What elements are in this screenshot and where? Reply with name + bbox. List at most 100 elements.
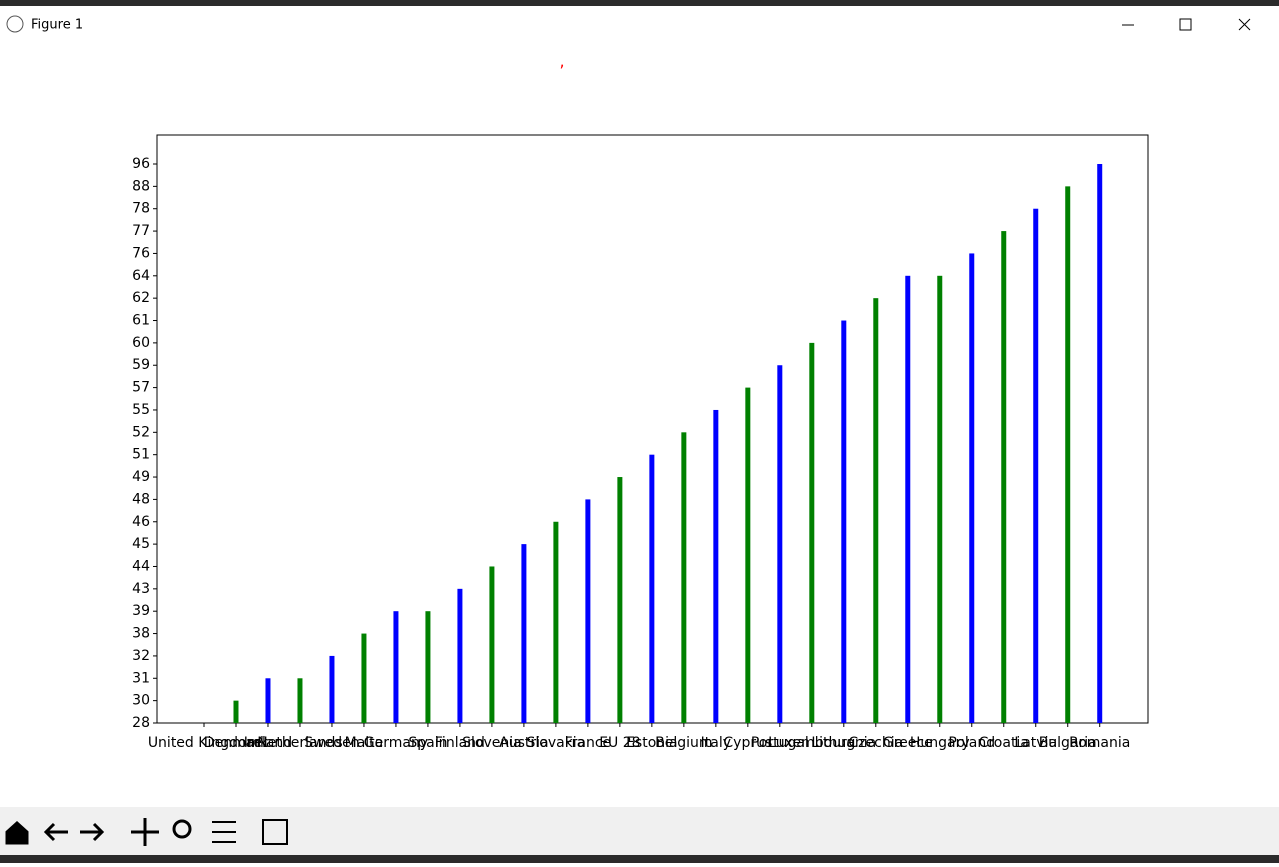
bar [873, 298, 879, 723]
bar [1001, 231, 1007, 723]
x-tick-label: EU 28 [599, 735, 640, 751]
bar [361, 633, 367, 723]
bar [265, 678, 271, 723]
forward-button[interactable] [80, 822, 105, 842]
window-title: Figure 1 [31, 18, 83, 33]
x-tick-label: Greece [883, 735, 933, 751]
x-tick-label: Malta [345, 735, 384, 751]
home-button[interactable] [5, 820, 29, 845]
y-tick-label: 55 [132, 402, 150, 418]
x-tick-label: Croatia [979, 735, 1029, 751]
x-tick-label: Finland [435, 735, 485, 751]
x-tick-label: Germany [364, 735, 428, 751]
y-tick-label: 64 [132, 268, 150, 284]
y-tick-label: 46 [132, 514, 150, 530]
bar [937, 275, 943, 723]
x-tick-label: Cyprus [723, 735, 772, 751]
y-tick-label: 31 [132, 670, 150, 686]
bar [489, 566, 495, 723]
bar [297, 678, 303, 723]
y-tick-label: 78 [132, 201, 150, 217]
save-button[interactable] [262, 819, 288, 845]
x-tick-label: Luxembourg [768, 735, 855, 751]
chart-title: , [559, 52, 564, 71]
x-tick-label: Ireland [244, 735, 292, 751]
y-tick-label: 62 [132, 290, 150, 306]
y-tick-label: 88 [132, 178, 150, 194]
bar [777, 365, 783, 723]
bar [521, 544, 527, 723]
bar [553, 521, 559, 723]
x-tick-label: Poland [948, 735, 995, 751]
x-tick-label: Slovakia [526, 735, 585, 751]
x-tick-label: Bulgaria [1039, 735, 1097, 751]
x-tick-label: France [565, 735, 612, 751]
x-tick-label: Lithuania [811, 735, 876, 751]
bar [713, 409, 719, 723]
x-tick-label: Estonia [626, 735, 678, 751]
y-tick-label: 49 [132, 469, 150, 485]
y-tick-label: 39 [132, 603, 150, 619]
bar [1033, 208, 1039, 724]
bar [649, 454, 655, 723]
y-tick-label: 28 [132, 715, 150, 731]
y-tick-label: 61 [132, 313, 150, 329]
bar [1097, 164, 1103, 723]
y-tick-label: 52 [132, 424, 150, 440]
bar [905, 275, 911, 723]
bar [393, 611, 399, 723]
bar [585, 499, 591, 723]
app-icon [6, 15, 24, 33]
y-tick-label: 30 [132, 693, 150, 709]
x-tick-label: United Kingdom [148, 735, 260, 751]
y-tick-label: 32 [132, 648, 150, 664]
bar [425, 611, 431, 723]
x-tick-label: Denmark [204, 735, 269, 751]
top-border [0, 0, 1279, 6]
bar [681, 432, 687, 723]
configure-button[interactable] [212, 821, 236, 843]
bottom-border [0, 855, 1279, 863]
x-tick-label: Belgium [655, 735, 712, 751]
title-bar [0, 6, 1279, 44]
bar [1065, 186, 1071, 724]
bar [809, 342, 815, 723]
y-tick-label: 76 [132, 245, 150, 261]
zoom-button[interactable] [172, 819, 192, 839]
y-tick-label: 96 [132, 156, 150, 172]
bar [745, 387, 751, 723]
bar [969, 253, 975, 723]
bar [233, 700, 239, 723]
x-tick-label: Italy [701, 735, 731, 751]
x-tick-label: Spain [408, 735, 447, 751]
x-tick-label: Portugal [751, 735, 809, 751]
x-tick-label: Hungary [910, 735, 970, 751]
y-tick-label: 44 [132, 558, 150, 574]
x-tick-label: Romania [1069, 735, 1130, 751]
pan-button[interactable] [131, 818, 159, 846]
x-tick-label: Sweden [304, 735, 359, 751]
maximize-button[interactable] [1179, 18, 1192, 31]
y-tick-label: 77 [132, 223, 150, 239]
x-tick-label: Austria [499, 735, 548, 751]
bar [329, 655, 335, 723]
x-tick-label: Latvia [1014, 735, 1057, 751]
y-tick-label: 45 [132, 536, 150, 552]
y-tick-label: 48 [132, 491, 150, 507]
back-button[interactable] [43, 822, 68, 842]
y-tick-label: 51 [132, 447, 150, 463]
x-tick-label: Czechia [848, 735, 903, 751]
x-tick-label: Netherlands [257, 735, 342, 751]
bar [617, 477, 623, 723]
bar [841, 320, 847, 723]
x-tick-label: Slovenia [462, 735, 522, 751]
y-tick-label: 59 [132, 357, 150, 373]
bar [457, 588, 463, 723]
y-tick-label: 60 [132, 335, 150, 351]
toolbar [0, 807, 1279, 855]
y-tick-label: 38 [132, 626, 150, 642]
close-button[interactable] [1238, 18, 1251, 31]
y-tick-label: 57 [132, 380, 150, 396]
y-tick-label: 43 [132, 581, 150, 597]
